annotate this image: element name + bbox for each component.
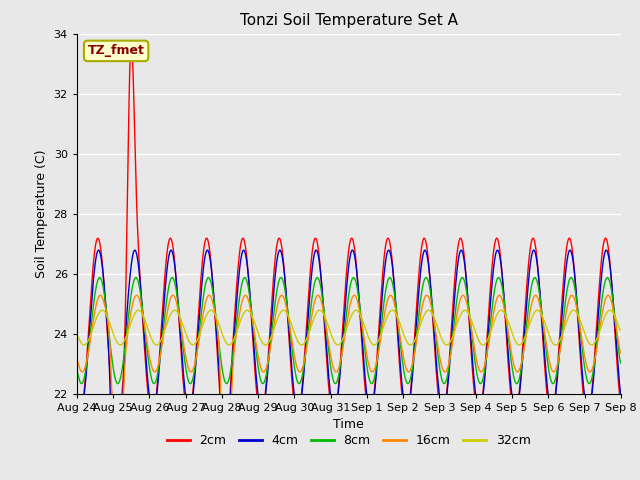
16cm [617,350,625,356]
Line: 32cm: 32cm [77,310,621,345]
2cm [127,39,135,45]
4cm [431,347,439,353]
2cm [617,401,625,407]
16cm [195,340,202,346]
8cm [195,335,202,340]
Text: TZ_fmet: TZ_fmet [88,44,145,58]
Line: 8cm: 8cm [77,277,621,384]
4cm [140,321,147,326]
4cm [493,247,501,253]
2cm [224,434,232,440]
4cm [195,323,202,329]
8cm [433,337,440,343]
16cm [83,359,90,364]
4cm [83,366,90,372]
32cm [194,336,202,342]
32cm [617,327,625,333]
2cm [195,309,202,314]
8cm [139,307,147,312]
8cm [205,275,212,280]
Title: Tonzi Soil Temperature Set A: Tonzi Soil Temperature Set A [240,13,458,28]
16cm [169,292,177,298]
4cm [73,395,81,401]
X-axis label: Time: Time [333,418,364,431]
4cm [416,280,424,286]
Line: 4cm: 4cm [77,250,621,480]
16cm [139,311,147,317]
32cm [223,340,230,346]
32cm [83,340,90,346]
8cm [83,361,90,367]
16cm [73,357,81,362]
8cm [73,369,81,374]
8cm [186,381,194,386]
32cm [417,323,424,328]
32cm [139,312,147,317]
2cm [417,255,424,261]
2cm [140,328,147,334]
16cm [417,314,424,320]
2cm [73,405,81,411]
Legend: 2cm, 4cm, 8cm, 16cm, 32cm: 2cm, 4cm, 8cm, 16cm, 32cm [162,429,536,452]
2cm [221,472,229,478]
32cm [73,333,81,339]
Line: 16cm: 16cm [77,295,621,480]
32cm [388,307,396,313]
32cm [433,320,440,326]
2cm [83,357,90,363]
4cm [617,391,625,397]
4cm [223,462,231,468]
Y-axis label: Soil Temperature (C): Soil Temperature (C) [35,149,48,278]
32cm [406,342,414,348]
2cm [433,368,440,373]
16cm [433,333,440,339]
8cm [617,360,625,366]
Line: 2cm: 2cm [77,42,621,475]
8cm [417,299,424,305]
8cm [224,379,232,384]
